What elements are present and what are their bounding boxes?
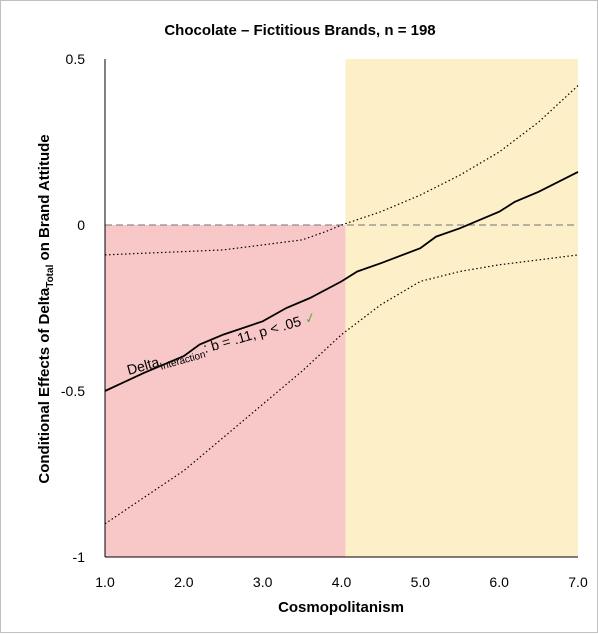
region-non-significant-positive xyxy=(345,59,578,557)
shaded-regions xyxy=(105,59,578,557)
x-tick-label: 4.0 xyxy=(332,574,352,590)
axes-group: 1.0 2.0 3.0 4.0 5.0 6.0 7.0 0.5 0 -0.5 -1 xyxy=(61,51,588,590)
y-tick-label: -0.5 xyxy=(61,383,85,399)
x-tick-label: 5.0 xyxy=(411,574,431,590)
y-tick-label: 0 xyxy=(77,217,85,233)
chart-title: Chocolate – Fictitious Brands, n = 198 xyxy=(164,22,435,39)
x-tick-label: 2.0 xyxy=(174,574,194,590)
x-axis-title: Cosmopolitanism xyxy=(278,599,404,616)
series-upper-ci-line xyxy=(104,85,579,256)
y-axis-title-main: Conditional Effects of Delta xyxy=(36,287,53,484)
y-tick-label: 0.5 xyxy=(66,51,86,67)
y-axis-title-tail: on Brand Attitude xyxy=(36,134,53,264)
x-tick-label: 1.0 xyxy=(95,574,115,590)
region-non-significant-negative xyxy=(105,225,346,557)
x-tick-label: 7.0 xyxy=(568,574,588,590)
series-effect-line xyxy=(104,171,579,392)
series-group xyxy=(104,85,579,525)
x-tick-label: 3.0 xyxy=(253,574,273,590)
x-tick-label: 6.0 xyxy=(489,574,509,590)
check-icon: ✓ xyxy=(302,309,318,328)
y-axis-title-sub: Total xyxy=(45,264,56,287)
y-axis-title: Conditional Effects of DeltaTotal on Bra… xyxy=(36,134,56,483)
y-tick-label: -1 xyxy=(73,549,86,565)
